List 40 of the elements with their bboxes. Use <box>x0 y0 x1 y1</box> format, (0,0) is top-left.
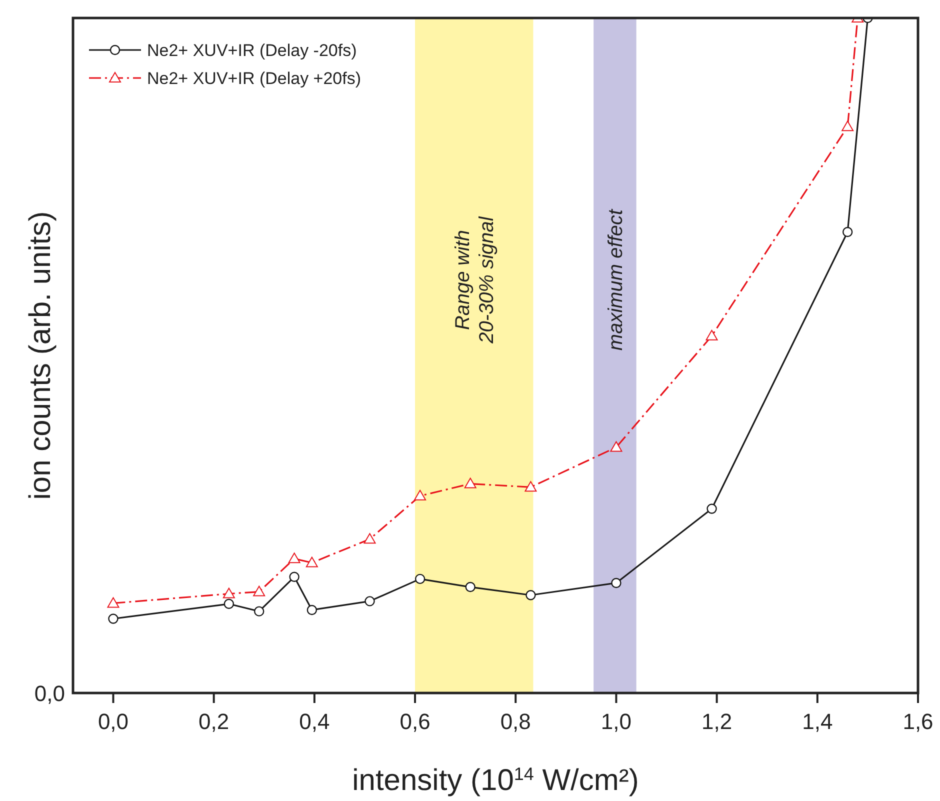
point <box>842 120 854 132</box>
point <box>706 504 717 514</box>
x-tick-label: 0,6 <box>400 709 430 734</box>
point <box>610 441 622 452</box>
point <box>465 582 476 592</box>
point <box>526 590 536 600</box>
point <box>414 490 426 500</box>
point <box>414 574 426 584</box>
point <box>364 533 376 544</box>
band-label: Range with 20-30% signal <box>452 216 498 344</box>
point <box>107 597 120 608</box>
x-axis-title: intensity (10$^{14}$ W/cm²) <box>352 764 639 797</box>
point <box>306 556 318 568</box>
point <box>364 596 375 606</box>
band-label: maximum effect <box>604 208 627 351</box>
point <box>611 578 622 588</box>
legend-label: Ne2+ XUV+IR (Delay -20fs) <box>147 41 357 60</box>
point <box>706 330 718 340</box>
point <box>306 604 318 616</box>
point <box>842 226 853 238</box>
point <box>224 598 234 609</box>
x-tick-label: 1,6 <box>902 709 934 734</box>
x-tick-label: 0,4 <box>299 709 330 734</box>
point <box>524 481 537 492</box>
x-tick-label: 1,0 <box>600 709 632 734</box>
point <box>253 586 266 596</box>
x-tick-label: 0,8 <box>500 709 531 734</box>
x-tick-label: 1,2 <box>702 709 732 734</box>
y-axis-title: ion counts (arb. units) <box>24 211 57 500</box>
x-tick-label: 0,2 <box>198 709 230 734</box>
legend-label: Ne2+ XUV+IR (Delay +20fs) <box>147 69 362 88</box>
point <box>288 552 300 564</box>
x-tick-label: 1,4 <box>802 709 833 734</box>
point <box>222 588 235 598</box>
point <box>254 606 264 616</box>
point <box>108 614 118 624</box>
point <box>464 478 476 488</box>
x-tick-label: 0,0 <box>98 709 129 734</box>
point <box>289 572 300 582</box>
text: 0,0 <box>34 681 65 706</box>
